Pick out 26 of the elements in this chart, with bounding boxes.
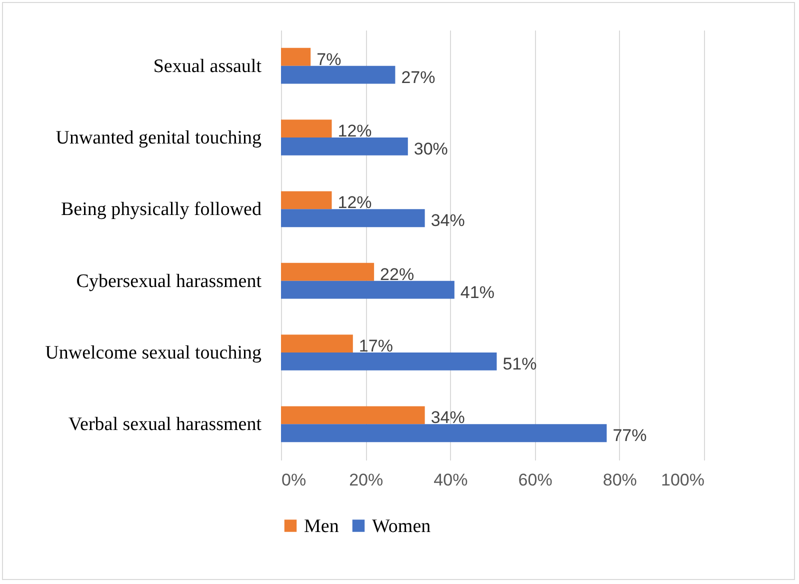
data-label: 30% <box>414 139 448 158</box>
y-tick-label: Unwelcome sexual touching <box>45 342 262 364</box>
data-label: 51% <box>502 354 537 374</box>
y-tick-label: Unwanted genital touching <box>56 128 262 148</box>
y-tick-label: Verbal sexual harassment <box>68 414 262 436</box>
x-tick-label: 80% <box>602 470 637 490</box>
y-tick-label: Being physically followed <box>60 199 262 220</box>
data-label: 12% <box>338 122 372 141</box>
x-tick-label: 60% <box>518 470 552 490</box>
data-label: 17% <box>358 336 393 356</box>
x-tick-label: 20% <box>349 470 384 490</box>
data-label: 77% <box>612 426 647 446</box>
y-tick-label: Sexual assault <box>153 56 262 77</box>
data-label: 12% <box>338 193 372 212</box>
data-label: 41% <box>460 282 494 302</box>
data-label: 27% <box>401 68 436 87</box>
legend-label: Women <box>372 516 432 537</box>
data-label: 22% <box>380 264 414 284</box>
legend-label: Men <box>304 516 340 537</box>
x-tick-label: 40% <box>434 470 468 490</box>
x-tick-label: 0% <box>282 470 306 490</box>
x-tick-label: 100% <box>661 470 704 490</box>
data-label: 34% <box>430 211 465 230</box>
y-tick-label: Cybersexual harassment <box>76 270 262 292</box>
data-label: 7% <box>316 50 342 69</box>
data-label: 34% <box>430 408 465 428</box>
